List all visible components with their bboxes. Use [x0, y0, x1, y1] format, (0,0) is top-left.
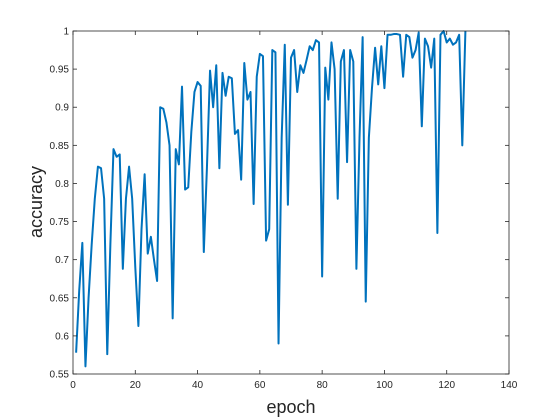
x-tick-label: 20 [130, 380, 142, 391]
x-tick-label: 120 [438, 380, 455, 391]
y-tick-label: 0.85 [50, 141, 70, 152]
y-tick-label: 0.55 [50, 370, 70, 381]
y-tick-label: 0.6 [55, 331, 69, 342]
x-tick-label: 100 [376, 380, 393, 391]
y-tick-label: 0.8 [55, 179, 69, 190]
y-tick-label: 1 [63, 27, 69, 38]
y-axis-label: accuracy [26, 166, 46, 238]
y-tick-label: 0.95 [50, 65, 70, 76]
x-tick-label: 40 [192, 380, 204, 391]
x-tick-label: 0 [70, 380, 76, 391]
x-tick-label: 140 [501, 380, 518, 391]
x-axis-label: epoch [266, 397, 315, 417]
x-tick-label: 80 [317, 380, 329, 391]
y-tick-label: 0.7 [55, 255, 69, 266]
x-tick-label: 60 [254, 380, 266, 391]
y-tick-label: 0.65 [50, 293, 70, 304]
y-tick-label: 0.9 [55, 103, 69, 114]
y-tick-label: 0.75 [50, 217, 70, 228]
